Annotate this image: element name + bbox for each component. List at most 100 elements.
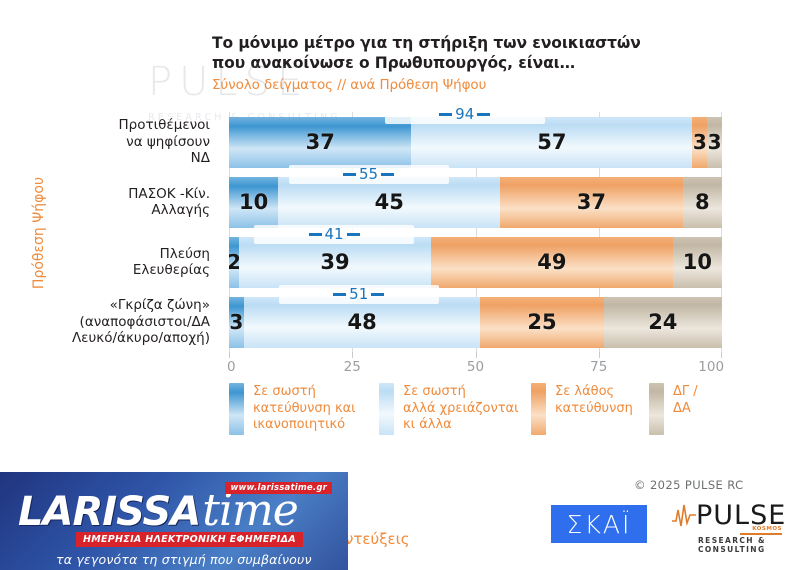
bar-segment-value: 37 [305, 129, 335, 154]
bar-segment: 3 [692, 116, 708, 168]
legend: Σε σωστή κατεύθυνση και ικανοποιητικό Σε … [229, 383, 739, 445]
pulse-subtitle: RESEARCH & CONSULTING [698, 536, 766, 554]
y-axis-title: Πρόθεση Ψήφου [31, 176, 47, 290]
y-category-label: Προτιθέμενοι να ψηφίσουν ΝΔ [118, 117, 211, 167]
bar-segment: 45 [278, 176, 501, 228]
time-wordmark: time [202, 485, 299, 536]
partial-orange-text: ντεύξεις [345, 530, 410, 548]
bar-segment: 3 [229, 296, 244, 348]
y-category-label: Πλεύση Ελευθερίας [132, 245, 210, 279]
total-annotation: 51 [278, 284, 439, 304]
annotation-dash-right [346, 232, 360, 236]
bar-segment-value: 57 [537, 129, 567, 154]
bar-segment-value: 37 [576, 189, 606, 214]
x-axis-label: 50 [466, 359, 485, 375]
bar-row: 2 39 49 10 [229, 236, 722, 288]
x-axis-tick [352, 352, 354, 358]
y-category-label: «Γκρίζα ζώνη» (αναποφάσιστοι/ΔΑ Λευκό/άκ… [71, 297, 210, 347]
pulse-logo: PULSE KOSMOS RESEARCH & CONSULTING [672, 499, 787, 554]
bar-segment: 37 [500, 176, 683, 228]
pulse-wave-icon [672, 504, 696, 527]
gridline [229, 112, 230, 352]
bar-segment-value: 3 [707, 130, 722, 154]
x-axis: 0 25 50 75 100 [227, 352, 725, 378]
annotation-dash-right [371, 292, 385, 296]
y-category-labels: Προτιθέμενοι να ψηφίσουν ΝΔ ΠΑΣΟΚ -Κίν. Α… [60, 112, 220, 352]
bar-segment: 37 [229, 116, 412, 168]
bar-segment: 8 [682, 176, 722, 228]
annotation-value: 94 [455, 104, 475, 123]
legend-swatch [379, 383, 394, 435]
pulse-wordmark: PULSE [696, 499, 787, 531]
bar-segment: 2 [229, 236, 239, 288]
legend-swatch [531, 383, 546, 435]
x-axis-label: 75 [590, 359, 608, 375]
total-annotation: 55 [288, 164, 449, 184]
gridline [475, 112, 477, 352]
bar-segment: 24 [603, 296, 722, 348]
bar-segment: 10 [229, 176, 279, 228]
legend-item[interactable]: Σε σωστή κατεύθυνση και ικανοποιητικό [229, 383, 379, 435]
bar-segment-value: 39 [320, 249, 350, 274]
copyright-text: © 2025 PULSE RC [634, 478, 744, 492]
bar-segment: 57 [411, 116, 693, 168]
bar-segment: 25 [480, 296, 604, 348]
chart-title-line-2: που ανακοίνωσε ο Πρωθυπουργός, είναι… [212, 54, 576, 72]
legend-label: Σε σωστή αλλά χρειάζονται κι άλλα [403, 384, 519, 432]
annotation-dash-left [333, 292, 347, 296]
legend-swatch [229, 383, 244, 435]
bar-segment: 48 [243, 296, 481, 348]
bar-segment-value: 45 [374, 189, 404, 214]
bar-segment-value: 48 [347, 309, 377, 334]
x-axis-label: 25 [343, 359, 361, 375]
bar-segment-value: 25 [527, 309, 557, 334]
x-axis-tick [598, 352, 600, 358]
x-axis-tick [229, 352, 230, 358]
pulse-rule [740, 533, 782, 535]
gridline [598, 112, 600, 352]
bar-segment-value: 8 [694, 189, 710, 214]
gridline [721, 112, 722, 352]
skai-logo: ΣΚΑΪ [551, 505, 647, 543]
bar-segment-value: 10 [682, 249, 712, 274]
bar-row: 37 57 3 3 [229, 116, 722, 168]
annotation-value: 55 [359, 164, 379, 183]
x-axis-tick [721, 352, 722, 358]
x-axis-tick [475, 352, 477, 358]
bar-segment-value: 10 [239, 189, 269, 214]
total-annotation: 41 [254, 224, 415, 244]
annotation-dash-right [477, 112, 491, 116]
bar-segment: 3 [707, 116, 722, 168]
larissa-band-text: ΗΜΕΡΗΣΙΑ ΗΛΕΚΤΡΟΝΙΚΗ ΕΦΗΜΕΡΙΔΑ [76, 532, 303, 547]
y-category-label: ΠΑΣΟΚ -Κίν. Αλλαγής [128, 185, 210, 219]
legend-item[interactable]: Σε λάθος κατεύθυνση [531, 383, 649, 435]
bar-segment-value: 24 [648, 309, 678, 334]
x-axis-label: 0 [227, 359, 236, 375]
bar-row: 3 48 25 24 [229, 296, 722, 348]
annotation-dash-right [381, 172, 395, 176]
bar-segment-value: 2 [229, 250, 239, 274]
total-annotation: 94 [384, 104, 545, 124]
annotation-value: 51 [349, 284, 369, 303]
bar-segment: 49 [431, 236, 673, 288]
bar-row: 10 45 37 8 [229, 176, 722, 228]
legend-item[interactable]: ΔΓ / ΔΑ [649, 383, 709, 435]
larissatime-logo: LARISSA time www.larissatime.gr ΗΜΕΡΗΣΙΑ… [0, 472, 348, 570]
bar-segment: 10 [672, 236, 722, 288]
annotation-value: 41 [324, 224, 344, 243]
legend-label: ΔΓ / ΔΑ [673, 384, 698, 416]
legend-label: Σε σωστή κατεύθυνση και ικανοποιητικό [253, 384, 356, 432]
bar-segment: 39 [238, 236, 432, 288]
annotation-dash-left [439, 112, 453, 116]
bar-segment-value: 3 [229, 310, 244, 334]
legend-item[interactable]: Σε σωστή αλλά χρειάζονται κι άλλα [379, 383, 531, 435]
chart-title-line-1: Το μόνιμο μέτρο για τη στήριξη των ενοικ… [212, 34, 641, 52]
chart-subtitle: Σύνολο δείγματος // ανά Πρόθεση Ψήφου [212, 77, 487, 93]
bar-segment-value: 49 [537, 249, 567, 274]
legend-label: Σε λάθος κατεύθυνση [555, 384, 633, 416]
skai-wordmark: ΣΚΑΪ [566, 509, 632, 539]
plot-area: 37 57 3 3 10 45 37 8 2 39 49 10 3 48 25 24 94 55 41 51 [229, 104, 722, 352]
pulse-kosmos-text: KOSMOS [752, 526, 782, 532]
x-axis-label: 100 [698, 359, 725, 375]
